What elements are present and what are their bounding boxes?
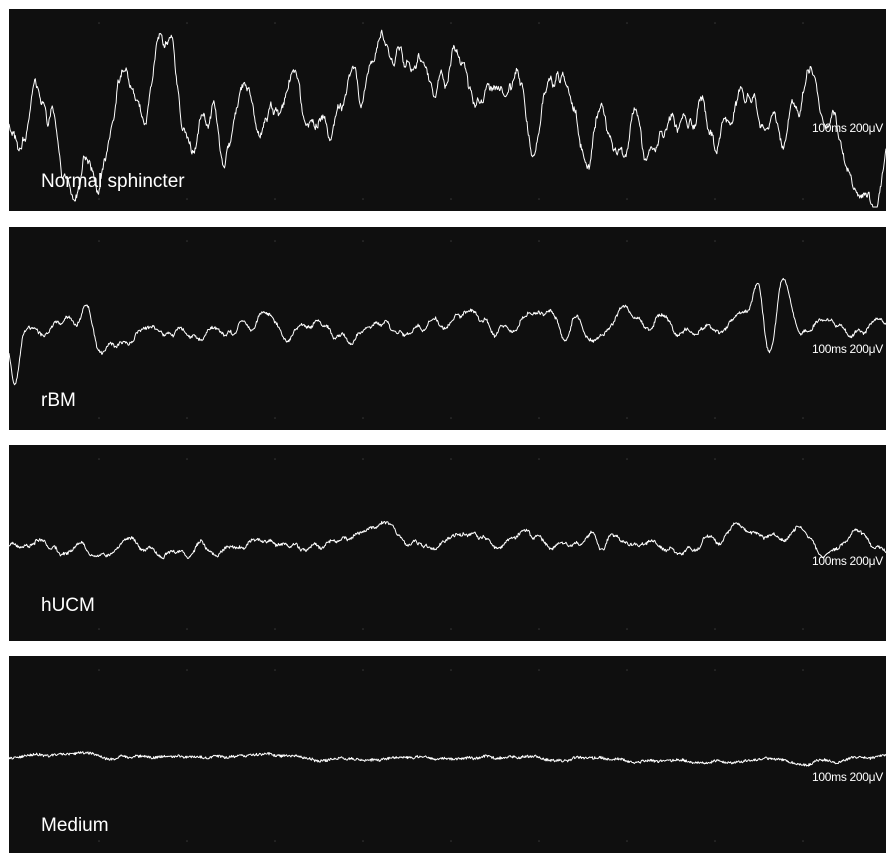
grid-dot xyxy=(274,628,276,630)
grid-dot xyxy=(802,458,804,460)
grid-dot xyxy=(274,417,276,419)
grid-dot xyxy=(802,22,804,24)
scale-label: 100ms 200μV xyxy=(812,121,883,135)
grid-dot xyxy=(802,628,804,630)
scale-label: 100ms 200μV xyxy=(812,770,883,784)
grid-dot xyxy=(802,417,804,419)
grid-dot xyxy=(362,669,364,671)
grid-dot xyxy=(186,240,188,242)
panel-label: Normal sphincter xyxy=(41,171,185,192)
grid-dot xyxy=(186,198,188,200)
grid-dot xyxy=(802,669,804,671)
grid-dot xyxy=(98,22,100,24)
emg-panel-rbm: 100ms 200μV rBM xyxy=(9,227,886,430)
grid-dot xyxy=(802,840,804,842)
emg-series-line xyxy=(9,29,886,208)
grid-dot xyxy=(362,417,364,419)
grid-dot xyxy=(538,417,540,419)
grid-dot xyxy=(186,628,188,630)
grid-dot xyxy=(362,240,364,242)
grid-dot xyxy=(450,840,452,842)
grid-dot xyxy=(626,458,628,460)
grid-dot xyxy=(362,198,364,200)
grid-dot xyxy=(538,840,540,842)
grid-dot xyxy=(98,840,100,842)
grid-dot xyxy=(98,417,100,419)
grid-dot xyxy=(98,198,100,200)
grid-dot xyxy=(186,840,188,842)
emg-trace-rbm xyxy=(9,240,886,419)
grid-dot xyxy=(714,22,716,24)
grid-dot xyxy=(450,669,452,671)
grid-dot xyxy=(362,628,364,630)
grid-dot xyxy=(626,240,628,242)
panel-label: rBM xyxy=(41,390,76,411)
grid-dot xyxy=(714,628,716,630)
grid-dot xyxy=(802,240,804,242)
grid-dot xyxy=(450,22,452,24)
panel-label: hUCM xyxy=(41,595,95,616)
grid-dot xyxy=(538,240,540,242)
grid-dot xyxy=(98,628,100,630)
grid-dot xyxy=(538,628,540,630)
scale-label: 100ms 200μV xyxy=(812,342,883,356)
grid-dot xyxy=(626,417,628,419)
emg-trace-hucm xyxy=(9,458,886,630)
grid-dot xyxy=(274,840,276,842)
grid-dot xyxy=(274,22,276,24)
emg-panel-hucm: 100ms 200μV hUCM xyxy=(9,445,886,641)
grid-dot xyxy=(626,669,628,671)
grid-dot xyxy=(98,669,100,671)
grid-dot xyxy=(714,240,716,242)
grid-dot xyxy=(450,417,452,419)
grid-dot xyxy=(274,458,276,460)
emg-series-line xyxy=(9,751,886,767)
grid-dot xyxy=(274,240,276,242)
grid-dot xyxy=(538,458,540,460)
emg-panel-medium: 100ms 200μV Medium xyxy=(9,656,886,853)
grid-dot xyxy=(450,198,452,200)
grid-dot xyxy=(450,240,452,242)
grid-dot xyxy=(98,240,100,242)
grid-dot xyxy=(626,198,628,200)
grid-dot xyxy=(626,22,628,24)
panel-label: Medium xyxy=(41,815,109,836)
grid-dot xyxy=(186,458,188,460)
emg-trace-medium xyxy=(9,669,886,842)
emg-series-line xyxy=(9,520,886,560)
grid-dot xyxy=(626,628,628,630)
emg-series-line xyxy=(9,277,886,386)
emg-trace-normal-sphincter xyxy=(9,22,886,208)
scale-label: 100ms 200μV xyxy=(812,554,883,568)
grid-dot xyxy=(186,417,188,419)
grid-dot xyxy=(714,198,716,200)
grid-dot xyxy=(538,669,540,671)
grid-dot xyxy=(362,22,364,24)
grid-dot xyxy=(450,458,452,460)
grid-dot xyxy=(714,417,716,419)
grid-dot xyxy=(538,198,540,200)
grid-dot xyxy=(626,840,628,842)
grid-dot xyxy=(98,458,100,460)
grid-dot xyxy=(450,628,452,630)
emg-panel-normal-sphincter: 100ms 200μV Normal sphincter xyxy=(9,9,886,211)
grid-dot xyxy=(274,669,276,671)
grid-dot xyxy=(714,458,716,460)
grid-dot xyxy=(186,669,188,671)
grid-dot xyxy=(274,198,276,200)
grid-dot xyxy=(714,840,716,842)
grid-dot xyxy=(362,458,364,460)
grid-dot xyxy=(186,22,188,24)
grid-dot xyxy=(538,22,540,24)
grid-dot xyxy=(802,198,804,200)
grid-dot xyxy=(714,669,716,671)
grid-dot xyxy=(362,840,364,842)
